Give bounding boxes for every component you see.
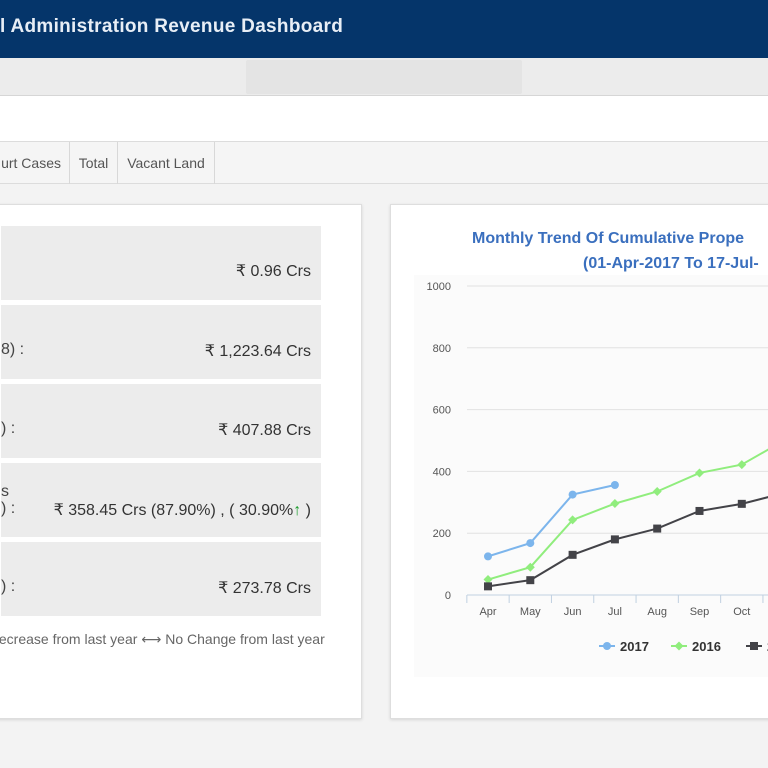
data-point: [525, 562, 535, 572]
data-point: [526, 539, 535, 548]
summary-row-label: ) :: [1, 578, 16, 595]
app-header: l Administration Revenue Dashboard: [0, 0, 768, 58]
data-point: [483, 575, 493, 585]
x-tick-label: Sep: [690, 606, 710, 618]
summary-row-label-line1: s: [1, 483, 9, 500]
data-point: [695, 506, 704, 515]
value-close: ): [301, 502, 311, 519]
sub-toolbar: [0, 58, 768, 96]
y-tick-label: 0: [445, 590, 451, 602]
increase-arrow-icon: ↑: [293, 502, 302, 519]
legend-marker: [750, 642, 758, 650]
summary-row: s ) : ₹ 358.45 Crs (87.90%) , ( 30.90%↑ …: [1, 463, 321, 537]
x-tick-label: May: [520, 606, 541, 618]
data-point: [568, 490, 577, 499]
summary-row-label: ) :: [1, 420, 16, 437]
legend-label-2017: 2017: [620, 639, 649, 654]
data-point: [610, 499, 620, 509]
tab-vacant-land[interactable]: Vacant Land: [118, 142, 215, 184]
x-tick-label: Oct: [733, 606, 750, 618]
summary-panel: ₹ 0.96 Crs 8) : ₹ 1,223.64 Crs ) : ₹ 407…: [0, 204, 362, 719]
y-tick-label: 800: [433, 343, 451, 355]
summary-row: ₹ 0.96 Crs: [1, 226, 321, 300]
summary-row-label-line2: ) :: [1, 500, 16, 517]
chart-plot-area: [414, 275, 768, 677]
change-legend: . Decrease from last year ⟷ No Change fr…: [0, 631, 325, 647]
y-tick-label: 1000: [427, 281, 451, 293]
x-tick-label: Jul: [608, 606, 622, 618]
data-point: [484, 582, 492, 591]
summary-row-value: ₹ 0.96 Crs: [235, 263, 311, 280]
data-point: [568, 550, 577, 559]
data-point: [653, 524, 662, 533]
summary-row: 8) : ₹ 1,223.64 Crs: [1, 305, 321, 379]
data-point: [652, 486, 662, 496]
data-point: [737, 460, 747, 470]
tab-court-cases[interactable]: urt Cases: [0, 142, 70, 184]
summary-row-label: 8) :: [1, 341, 25, 358]
value-text: ₹ 358.45 Crs (87.90%) , ( 30.90%: [53, 502, 294, 519]
summary-row-value: ₹ 407.88 Crs: [218, 422, 311, 439]
page-title: l Administration Revenue Dashboard: [0, 16, 344, 37]
x-tick-label: Apr: [479, 606, 496, 618]
y-tick-label: 400: [433, 466, 451, 478]
series-line-2: [487, 496, 768, 588]
filter-band: [0, 96, 768, 141]
toolbar-placeholder: [246, 60, 522, 94]
data-point: [610, 480, 619, 489]
y-tick-label: 600: [433, 405, 451, 417]
series-line-2017: [487, 484, 616, 558]
legend-marker: [674, 641, 684, 651]
x-tick-label: Aug: [647, 606, 667, 618]
summary-row: ) : ₹ 407.88 Crs: [1, 384, 321, 458]
chart-subtitle: (01-Apr-2017 To 17-Jul-: [583, 255, 759, 272]
series-line-2016: [487, 448, 768, 581]
legend-marker: [603, 642, 611, 650]
summary-row-value: ₹ 273.78 Crs: [218, 580, 311, 597]
data-point: [568, 515, 578, 525]
summary-row-value: ₹ 1,223.64 Crs: [204, 343, 311, 360]
tab-bar: urt Cases Total Vacant Land: [0, 141, 768, 184]
summary-row: ) : ₹ 273.78 Crs: [1, 542, 321, 616]
data-point: [484, 552, 492, 561]
y-tick-label: 200: [433, 528, 451, 540]
summary-row-value: ₹ 358.45 Crs (87.90%) , ( 30.90%↑ ): [54, 500, 311, 520]
data-point: [610, 535, 619, 544]
data-point: [695, 468, 704, 478]
data-point: [526, 576, 535, 585]
tab-total[interactable]: Total: [70, 142, 118, 184]
chart-panel: Monthly Trend Of Cumulative Prope (01-Ap…: [390, 204, 768, 719]
chart-title: Monthly Trend Of Cumulative Prope: [472, 230, 745, 247]
legend-label-2016: 2016: [692, 639, 721, 654]
line-chart: 0 200 400 600 800 1000 Apr May Jun Jul Aug Sep Oct 20…: [427, 281, 768, 654]
x-tick-label: Jun: [564, 606, 582, 618]
data-point: [737, 499, 746, 508]
